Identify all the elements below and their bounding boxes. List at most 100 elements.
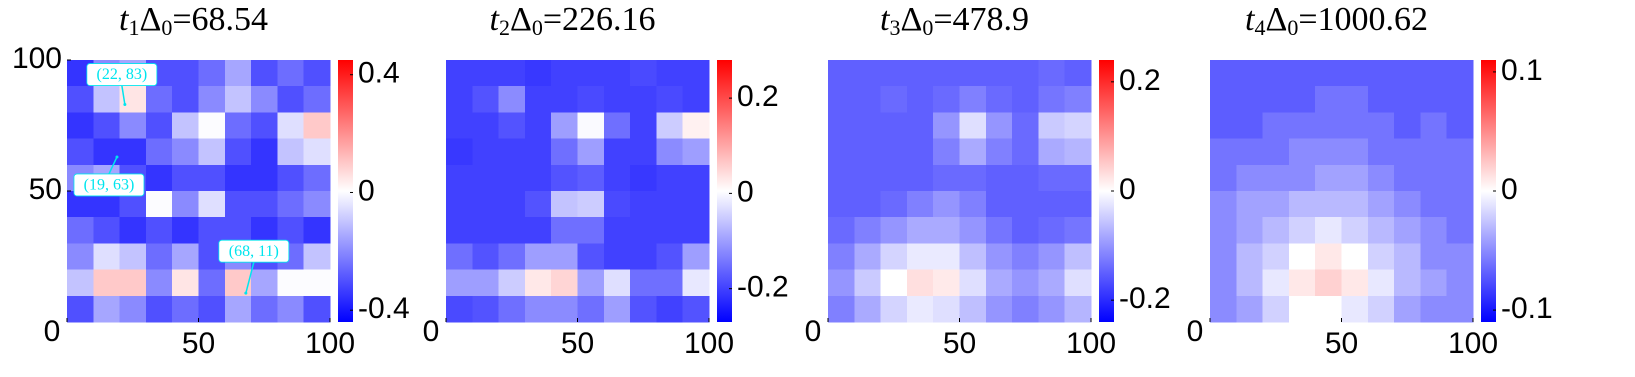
x-tick-label: 0: [423, 315, 440, 348]
colorbar: [338, 60, 353, 322]
heatmap-cell: [67, 86, 94, 113]
heatmap-cell: [303, 112, 331, 140]
x-tick-label: 100: [1448, 327, 1498, 360]
heatmap-cell: [1262, 243, 1290, 271]
heatmap-cell: [1394, 86, 1421, 113]
heatmap-cell: [1394, 191, 1421, 218]
heatmap-cell: [93, 295, 121, 323]
heatmap-cell: [1394, 138, 1421, 166]
heatmap-cell: [630, 164, 657, 192]
heatmap-cell: [656, 217, 684, 244]
heatmap-cell: [933, 112, 960, 140]
heatmap-cell: [1288, 112, 1316, 140]
heatmap-cell: [985, 243, 1013, 271]
heatmap-cell: [1064, 112, 1092, 140]
heatmap-cell: [603, 269, 631, 297]
heatmap-cell: [251, 164, 278, 192]
annotation-label: (68, 11): [229, 243, 279, 260]
heatmap-cell: [828, 164, 855, 192]
heatmap-cell: [854, 269, 882, 297]
colorbar-tick-label: 0: [1501, 173, 1518, 206]
heatmap-cell: [172, 243, 199, 271]
heatmap-cell: [1394, 164, 1421, 192]
heatmap-cell: [93, 269, 121, 297]
colorbar-tick-label: 0: [358, 174, 375, 207]
heatmap-cell: [630, 269, 657, 297]
heatmap-cell: [1210, 295, 1237, 323]
heatmap-cell: [524, 138, 552, 166]
heatmap-cell: [1420, 295, 1448, 323]
panel: t2Δ0=226.160 50 100-0.200.2: [423, 1, 789, 360]
heatmap-cell: [551, 269, 578, 297]
heatmap-cell: [172, 86, 199, 113]
heatmap-cell: [854, 243, 882, 271]
heatmap-cell: [603, 191, 631, 218]
heatmap-cell: [656, 269, 684, 297]
heatmap-cell: [906, 295, 934, 323]
heatmap-cell: [880, 191, 908, 218]
heatmap-cell: [67, 243, 94, 271]
heatmap-cell: [577, 295, 605, 323]
heatmap-cell: [551, 60, 578, 87]
heatmap-cell: [656, 60, 684, 87]
heatmap-cell: [959, 191, 987, 218]
heatmap-cell: [906, 243, 934, 271]
heatmap-cell: [524, 86, 552, 113]
heatmap-cell: [1341, 269, 1369, 297]
heatmap-cell: [630, 243, 657, 271]
heatmap-cell: [1394, 60, 1421, 87]
heatmap-cell: [1064, 60, 1092, 87]
heatmap-cell: [1038, 243, 1066, 271]
heatmap-cell: [1315, 269, 1342, 297]
heatmap-cell: [1210, 86, 1237, 113]
heatmap-cell: [145, 191, 173, 218]
heatmap-cell: [603, 112, 631, 140]
heatmap-cell: [277, 217, 305, 244]
colorbar-tick-label: -0.4: [358, 292, 410, 325]
heatmap-cell: [1210, 112, 1237, 140]
heatmap-cell: [1394, 269, 1421, 297]
title-part: 0: [1287, 15, 1298, 40]
heatmap-cell: [277, 295, 305, 323]
heatmap-cell: [1262, 191, 1290, 218]
heatmap-cell: [630, 86, 657, 113]
heatmap-cell: [551, 138, 578, 166]
heatmap-cell: [498, 86, 526, 113]
heatmap-cell: [198, 138, 226, 166]
heatmap-cell: [224, 60, 252, 87]
annotation-point: [123, 103, 127, 107]
heatmap-cell: [446, 60, 473, 87]
heatmap-cell: [198, 295, 226, 323]
heatmap-cell: [577, 191, 605, 218]
heatmap-cell: [93, 243, 121, 271]
heatmap-cell: [1446, 191, 1474, 218]
colorbar-tick-label: -0.1: [1501, 292, 1553, 325]
heatmap-cell: [959, 217, 987, 244]
heatmap-cell: [446, 269, 473, 297]
heatmap-cell: [906, 217, 934, 244]
heatmap-cell: [1038, 86, 1066, 113]
heatmap-cell: [198, 191, 226, 218]
heatmap-cell: [906, 164, 934, 192]
heatmap-cell: [446, 243, 473, 271]
heatmap-cell: [1236, 295, 1264, 323]
y-tick-label: 50: [29, 173, 62, 206]
heatmap-cell: [93, 217, 121, 244]
panel-title: t1Δ0=68.54: [119, 1, 268, 40]
heatmap-cell: [145, 269, 173, 297]
heatmap-cell: [682, 164, 710, 192]
heatmap-cell: [1446, 112, 1474, 140]
heatmap-cell: [1064, 86, 1092, 113]
title-part: 3: [889, 15, 900, 40]
heatmap-cell: [277, 86, 305, 113]
heatmap-cell: [145, 138, 173, 166]
heatmap-cell: [145, 112, 173, 140]
heatmap-cell: [172, 295, 199, 323]
heatmap-cell: [1262, 295, 1290, 323]
heatmap-cell: [446, 138, 473, 166]
y-tick-label: 100: [12, 42, 62, 75]
heatmap-cell: [959, 112, 987, 140]
heatmap-cell: [933, 86, 960, 113]
x-tick-label: 0: [805, 315, 822, 348]
